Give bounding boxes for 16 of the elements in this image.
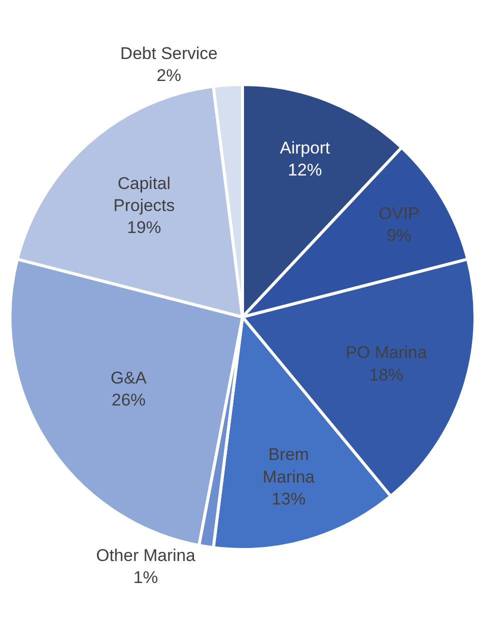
slice-label: Brem Marina: [262, 445, 316, 486]
data-label: 18%: [369, 365, 404, 384]
data-label: 9%: [386, 226, 412, 246]
data-label: 1%: [133, 568, 158, 588]
slice-label: PO Marina: [346, 343, 428, 362]
data-label: 19%: [127, 218, 162, 237]
data-label: 2%: [156, 66, 182, 86]
slice-label: G&A: [110, 368, 148, 388]
data-label: 12%: [288, 160, 322, 180]
slice-label: Debt Service: [120, 44, 218, 63]
slice-label: Airport: [280, 138, 330, 158]
data-label: 26%: [112, 390, 146, 410]
slice-label: Capital Projects: [113, 174, 175, 215]
slice-label: OVIP: [378, 204, 420, 223]
data-label: 13%: [272, 489, 306, 508]
slice-label: Other Marina: [96, 546, 196, 566]
